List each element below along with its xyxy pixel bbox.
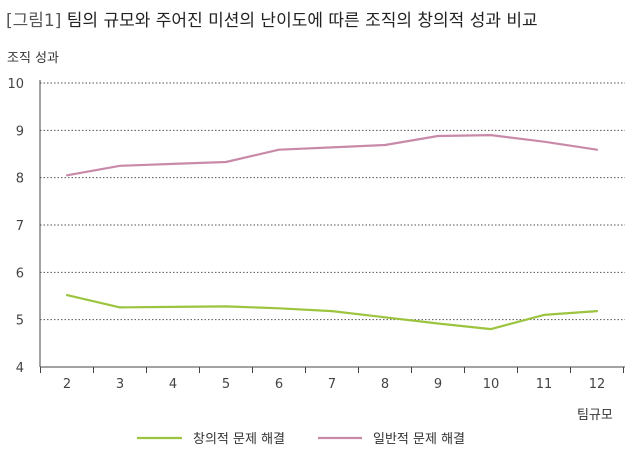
y-tick-label: 7 bbox=[16, 219, 24, 234]
x-tick-label: 10 bbox=[483, 377, 500, 392]
y-tick-label: 8 bbox=[16, 172, 24, 187]
x-tick-label: 3 bbox=[116, 377, 124, 392]
y-tick-label: 6 bbox=[16, 266, 24, 281]
x-tick-label: 11 bbox=[536, 377, 553, 392]
chart-title-text: 팀의 규모와 주어진 미션의 난이도에 따른 조직의 창의적 성과 비교 bbox=[66, 11, 538, 31]
series-lines bbox=[65, 134, 599, 331]
x-tick-label: 12 bbox=[589, 377, 606, 392]
y-tick-label: 5 bbox=[16, 314, 24, 329]
x-axis-label: 팀규모 bbox=[577, 408, 613, 423]
series-line-2 bbox=[65, 134, 599, 177]
x-tick-label: 2 bbox=[63, 377, 71, 392]
y-tick-label: 9 bbox=[16, 124, 24, 139]
x-tick-label: 9 bbox=[434, 377, 442, 392]
chart-title: [그림1] 팀의 규모와 주어진 미션의 난이도에 따른 조직의 창의적 성과 … bbox=[6, 6, 538, 31]
x-tick-label: 5 bbox=[222, 377, 230, 392]
series-line-1 bbox=[65, 294, 599, 331]
y-tick-label: 4 bbox=[16, 361, 24, 376]
x-tick-label: 7 bbox=[328, 377, 336, 392]
y-axis: 4 5 6 7 8 9 10 bbox=[7, 77, 41, 376]
grid-lines bbox=[40, 82, 625, 321]
x-tick-label: 6 bbox=[275, 377, 283, 392]
legend-label-1: 창의적 문제 해결 bbox=[193, 432, 285, 447]
legend-label-2: 일반적 문제 해결 bbox=[373, 432, 465, 447]
y-axis-label: 조직 성과 bbox=[7, 51, 59, 66]
figure-tag: [그림1] bbox=[6, 11, 62, 31]
x-tick-label: 8 bbox=[381, 377, 389, 392]
x-tick-label: 4 bbox=[169, 377, 177, 392]
y-tick-label: 10 bbox=[7, 77, 24, 92]
legend: 창의적 문제 해결 일반적 문제 해결 bbox=[137, 432, 465, 447]
x-axis: 2 3 4 5 6 7 8 9 10 11 12 bbox=[40, 366, 625, 392]
